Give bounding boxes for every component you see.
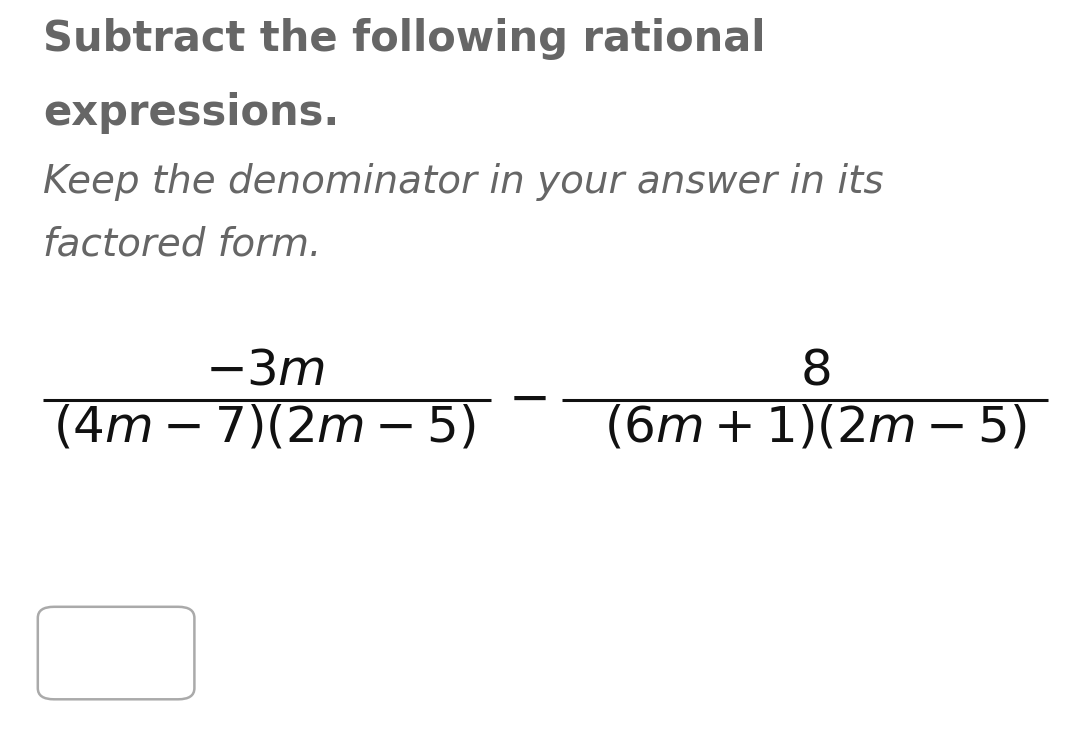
Text: factored form.: factored form.: [43, 226, 322, 263]
Text: expressions.: expressions.: [43, 92, 339, 135]
Text: $-3m$: $-3m$: [204, 346, 325, 396]
Text: $(6m+1)(2m-5)$: $(6m+1)(2m-5)$: [604, 403, 1027, 453]
Text: Keep the denominator in your answer in its: Keep the denominator in your answer in i…: [43, 163, 883, 201]
Text: $(4m-7)(2m-5)$: $(4m-7)(2m-5)$: [53, 403, 476, 453]
Text: Subtract the following rational: Subtract the following rational: [43, 18, 766, 61]
Text: $8$: $8$: [800, 346, 831, 396]
Text: $-$: $-$: [508, 375, 546, 424]
FancyBboxPatch shape: [38, 607, 194, 699]
